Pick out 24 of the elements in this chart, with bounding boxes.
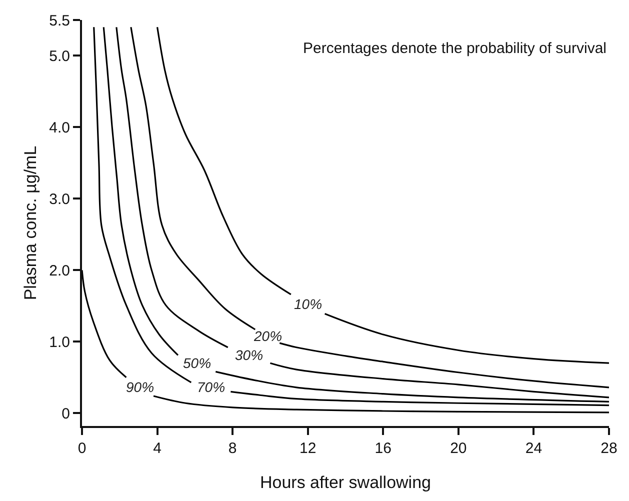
series-label: 90% bbox=[126, 379, 154, 395]
series-label: 10% bbox=[294, 296, 322, 312]
y-tick-label: 1.0 bbox=[49, 334, 70, 351]
series-label: 50% bbox=[183, 355, 212, 371]
x-tick-label: 16 bbox=[374, 440, 392, 457]
series-label: 30% bbox=[235, 347, 264, 363]
x-tick-label: 4 bbox=[153, 440, 162, 457]
x-tick-label: 8 bbox=[228, 440, 237, 457]
y-tick-label: 5.5 bbox=[49, 12, 70, 30]
annotation: Percentages denote the probability of survival bbox=[303, 40, 607, 57]
y-tick-label: 2.0 bbox=[49, 262, 70, 280]
series-label: 70% bbox=[197, 379, 226, 395]
y-tick-label: 0 bbox=[62, 405, 70, 422]
x-tick-label: 24 bbox=[525, 440, 542, 457]
y-tick-label: 5.0 bbox=[49, 48, 70, 65]
y-tick-label: 3.0 bbox=[49, 190, 70, 208]
x-axis-title: Hours after swallowing bbox=[260, 472, 432, 492]
series-label: 20% bbox=[253, 328, 282, 344]
x-tick-label: 28 bbox=[600, 440, 618, 457]
x-tick-label: 20 bbox=[450, 440, 467, 457]
y-axis-title: Plasma conc. µg/mL bbox=[21, 146, 40, 300]
x-tick-label: 12 bbox=[300, 440, 316, 457]
y-tick-label: 4.0 bbox=[49, 119, 70, 136]
x-tick-label: 0 bbox=[78, 440, 86, 457]
